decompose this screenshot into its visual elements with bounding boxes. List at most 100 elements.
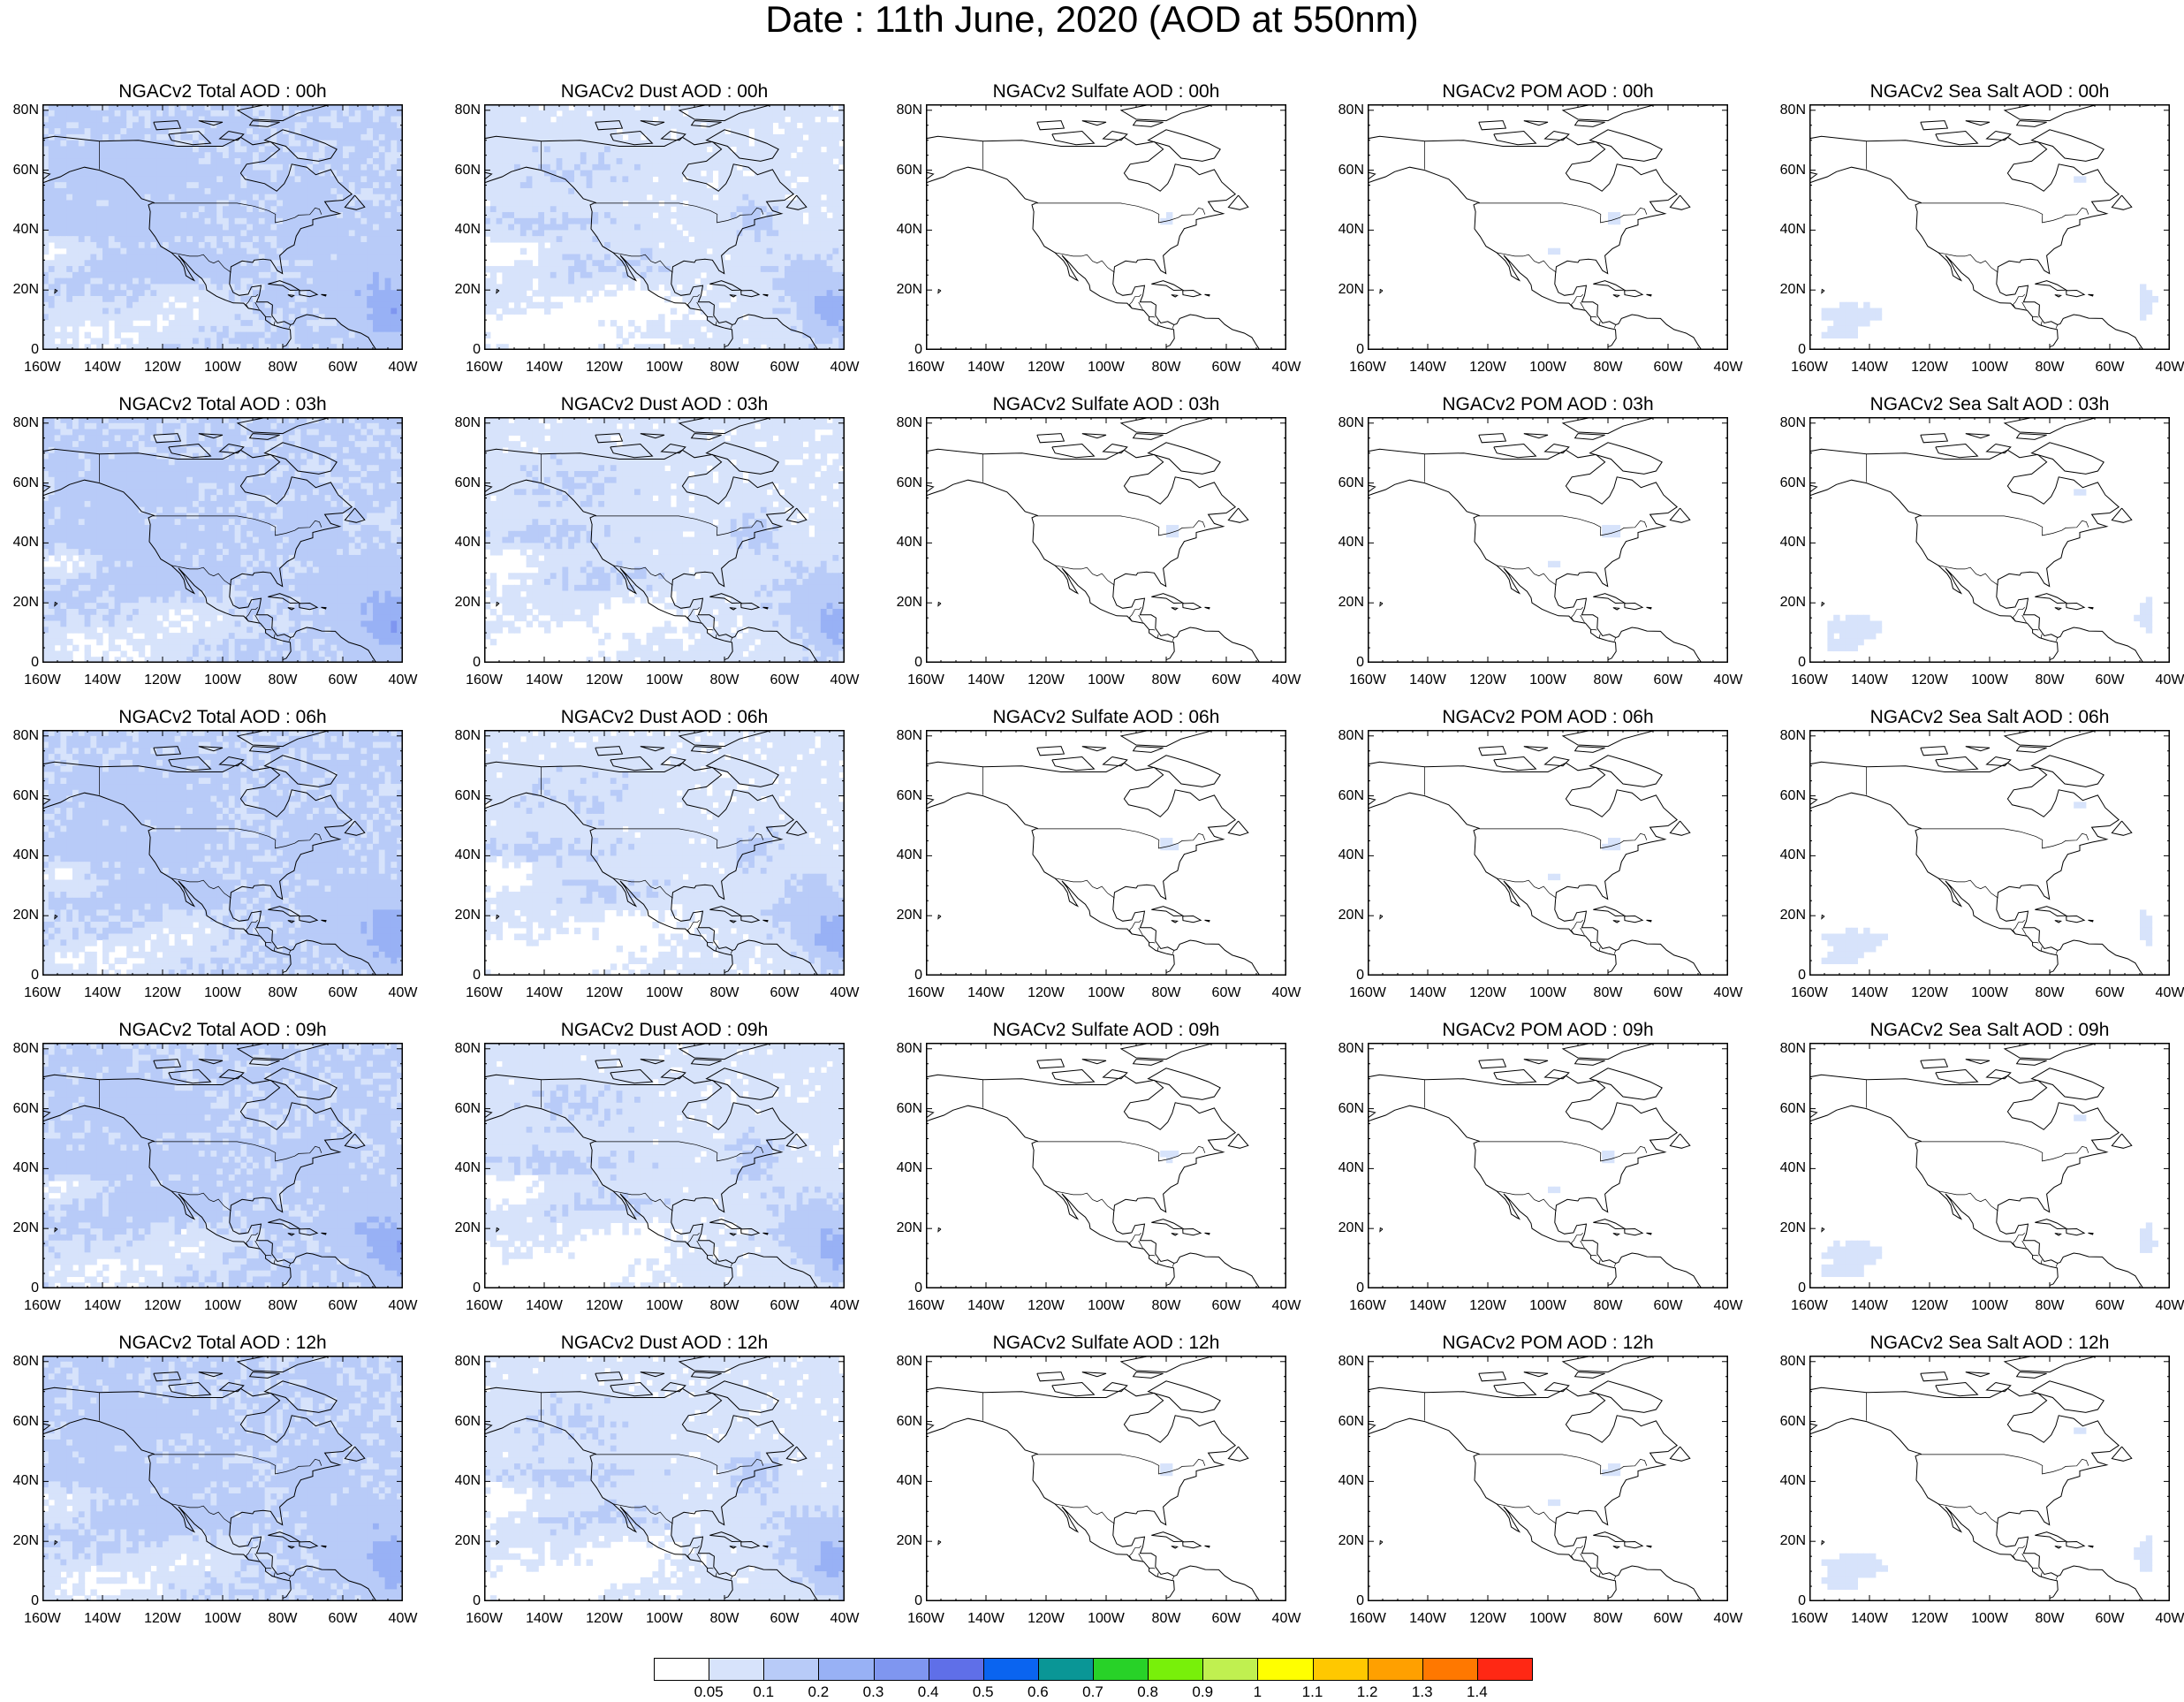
tick-marks — [1368, 104, 1728, 350]
lat-label: 40N — [882, 848, 922, 862]
lon-label: 140W — [1843, 673, 1896, 688]
lon-label: 80W — [256, 1612, 309, 1626]
lon-label: 100W — [1963, 361, 2016, 375]
lon-label: 160W — [1341, 673, 1394, 688]
lat-label: 60N — [1323, 1101, 1364, 1116]
panel-title: NGACv2 Total AOD : 09h — [42, 1020, 403, 1041]
lat-label: 0 — [440, 343, 481, 357]
lat-label: 60N — [1323, 1414, 1364, 1429]
lon-label: 60W — [2083, 986, 2136, 1000]
lat-label: 80N — [0, 103, 39, 118]
colorbar-box — [928, 1658, 984, 1681]
lat-label: 20N — [0, 283, 39, 297]
lat-label: 80N — [440, 728, 481, 743]
coastlines — [1368, 1356, 1702, 1601]
lon-label: 100W — [196, 986, 249, 1000]
lon-label: 160W — [1783, 673, 1836, 688]
lon-label: 120W — [1903, 361, 1956, 375]
lat-label: 0 — [882, 656, 922, 670]
lon-label: 80W — [1140, 986, 1193, 1000]
lat-label: 60N — [0, 475, 39, 490]
aod-map-total — [42, 1356, 403, 1601]
lat-label: 40N — [440, 536, 481, 550]
colorbar-box — [1422, 1658, 1478, 1681]
lat-label: 60N — [440, 163, 481, 178]
lon-label: 140W — [959, 1299, 1012, 1313]
lon-label: 40W — [818, 673, 871, 688]
lon-label: 160W — [1783, 986, 1836, 1000]
lat-label: 60N — [1323, 788, 1364, 803]
lat-label: 80N — [1323, 103, 1364, 118]
aod-map-sulfate — [926, 417, 1286, 663]
lon-label: 160W — [458, 361, 511, 375]
lon-label: 60W — [758, 986, 811, 1000]
lon-label: 100W — [1080, 673, 1133, 688]
lon-label: 120W — [1461, 986, 1514, 1000]
lat-label: 80N — [1765, 415, 1806, 430]
panel-title: NGACv2 Sulfate AOD : 03h — [926, 394, 1286, 415]
panel-title: NGACv2 Total AOD : 06h — [42, 707, 403, 728]
tick-marks — [926, 417, 1286, 663]
aod-map-pom — [1368, 104, 1728, 350]
lon-label: 100W — [1963, 673, 2016, 688]
lat-label: 0 — [440, 1594, 481, 1608]
colorbar-box — [1148, 1658, 1204, 1681]
lon-label: 160W — [16, 361, 69, 375]
lon-label: 80W — [1140, 1612, 1193, 1626]
lat-label: 20N — [440, 283, 481, 297]
lat-label: 0 — [440, 1281, 481, 1295]
lat-label: 40N — [1323, 1474, 1364, 1488]
lat-label: 0 — [1323, 1281, 1364, 1295]
lon-label: 140W — [1843, 1299, 1896, 1313]
aod-shading — [1548, 1151, 1615, 1194]
lat-label: 40N — [1765, 1474, 1806, 1488]
panel-title: NGACv2 Sulfate AOD : 00h — [926, 81, 1286, 103]
panel-title: NGACv2 POM AOD : 00h — [1368, 81, 1728, 103]
tick-marks — [1809, 1356, 2170, 1601]
panel-title: NGACv2 Sulfate AOD : 06h — [926, 707, 1286, 728]
lon-label: 60W — [1200, 986, 1253, 1000]
aod-shading — [1548, 1463, 1621, 1507]
lon-label: 100W — [196, 673, 249, 688]
colorbar-box — [1367, 1658, 1423, 1681]
lat-label: 60N — [882, 1414, 922, 1429]
lat-label: 80N — [1765, 103, 1806, 118]
lat-label: 0 — [0, 656, 39, 670]
lon-label: 60W — [316, 1299, 369, 1313]
lat-label: 0 — [882, 343, 922, 357]
lon-label: 40W — [376, 361, 429, 375]
lon-label: 100W — [1521, 1299, 1574, 1313]
lon-label: 40W — [1260, 1299, 1313, 1313]
lat-label: 60N — [440, 788, 481, 803]
lon-label: 80W — [1140, 1299, 1193, 1313]
coastlines — [484, 417, 819, 663]
panel-title: NGACv2 Sea Salt AOD : 12h — [1809, 1333, 2170, 1354]
lat-label: 0 — [440, 656, 481, 670]
aod-shading — [484, 1043, 845, 1288]
coastlines — [484, 1356, 819, 1601]
map-frame — [1368, 104, 1728, 350]
lon-label: 60W — [1642, 1299, 1695, 1313]
lon-label: 140W — [76, 1612, 129, 1626]
tick-marks — [484, 730, 845, 976]
lat-label: 80N — [1765, 1041, 1806, 1056]
aod-map-dust — [484, 104, 845, 350]
lon-label: 60W — [1642, 1612, 1695, 1626]
lat-label: 60N — [0, 163, 39, 178]
lat-label: 40N — [1323, 223, 1364, 237]
lon-label: 140W — [1401, 361, 1454, 375]
lat-label: 0 — [1323, 343, 1364, 357]
aod-map-seasalt — [1809, 417, 2170, 663]
lon-label: 40W — [1702, 1299, 1755, 1313]
lat-label: 40N — [882, 1474, 922, 1488]
panel-title: NGACv2 Total AOD : 00h — [42, 81, 403, 103]
lon-label: 120W — [1461, 673, 1514, 688]
aod-shading — [1548, 838, 1621, 881]
lon-label: 40W — [1260, 673, 1313, 688]
lat-label: 20N — [0, 1534, 39, 1548]
lon-label: 80W — [1581, 986, 1634, 1000]
lat-label: 80N — [1323, 1041, 1364, 1056]
lon-label: 100W — [1963, 1299, 2016, 1313]
lat-label: 20N — [1323, 283, 1364, 297]
lon-label: 40W — [818, 1612, 871, 1626]
